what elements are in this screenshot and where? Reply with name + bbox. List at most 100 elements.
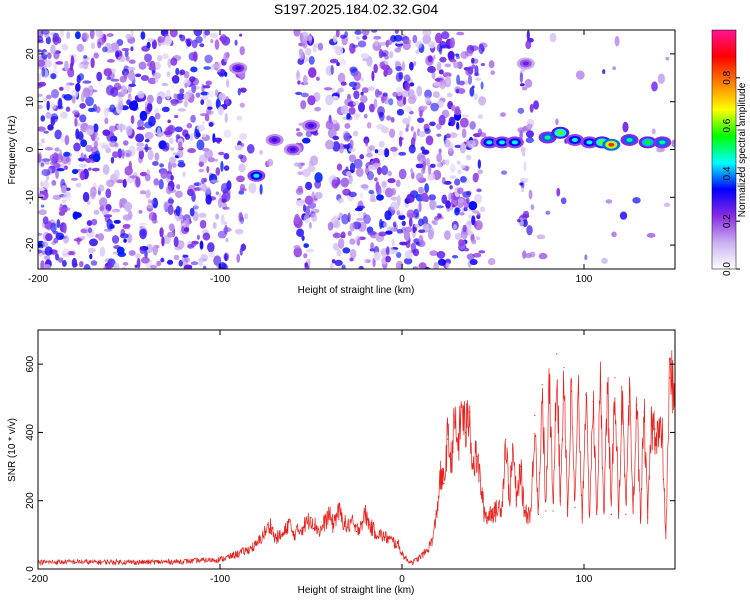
snr-point (443, 483, 445, 485)
snr-point (397, 544, 399, 546)
spectral-feature (493, 136, 512, 149)
spectral-feature (516, 57, 535, 70)
y-tick-label: -20 (25, 237, 36, 252)
snr-point (183, 560, 185, 563)
spectrogram-y-ticks: -20 -10 0 10 20 (25, 48, 675, 252)
snr-point (548, 380, 551, 382)
snr-point (483, 510, 485, 512)
snr-point (355, 530, 358, 533)
snr-point (270, 524, 272, 526)
snr-point (454, 421, 456, 423)
snr-point (468, 411, 470, 413)
snr-point (486, 517, 489, 519)
snr-point (541, 384, 543, 386)
snr-point (283, 534, 285, 536)
snr-point (457, 445, 460, 447)
snr-plot-area (38, 330, 675, 569)
snr-x-label: Height of straight line (km) (298, 585, 415, 596)
snr-point (665, 537, 667, 539)
y-tick-label: 0 (25, 566, 36, 572)
snr-point (419, 556, 421, 558)
snr-point (274, 537, 276, 539)
snr-point (534, 414, 536, 416)
snr-point (636, 404, 638, 406)
y-tick-label: 10 (25, 96, 36, 108)
spectrogram-x-label: Height of straight line (km) (298, 285, 415, 296)
snr-point (523, 506, 525, 509)
spectral-feature (505, 136, 524, 149)
snr-point (328, 513, 330, 515)
spectral-feature (653, 136, 672, 149)
snr-point (255, 544, 257, 546)
snr-point (374, 530, 376, 533)
snr-point (519, 465, 521, 468)
y-tick-label: 0 (25, 146, 36, 152)
snr-point (617, 510, 620, 512)
y-tick-label: 600 (25, 355, 36, 372)
snr-point (228, 556, 230, 558)
colorbar-tick-label: 0.6 (722, 118, 733, 132)
snr-point (516, 503, 518, 505)
colorbar-label: Normalized spectral amplitude (737, 82, 748, 217)
spectral-feature (565, 133, 584, 146)
spectral-feature (283, 143, 302, 156)
snr-point (73, 561, 75, 563)
snr-point (661, 438, 663, 440)
snr-point (406, 559, 409, 562)
snr-point (545, 510, 547, 512)
colorbar-tick-label: 0.4 (722, 166, 733, 180)
snr-point (512, 448, 514, 451)
snr-point (614, 377, 616, 379)
spectral-feature (580, 136, 599, 149)
snr-point (567, 513, 569, 515)
spectrogram-y-label: Frequency (Hz) (7, 116, 18, 185)
snr-point (341, 517, 343, 519)
snr-point (401, 553, 403, 555)
snr-point (537, 513, 540, 515)
snr-point (610, 513, 612, 515)
snr-point (164, 561, 166, 563)
x-tick-label: 0 (399, 574, 405, 585)
snr-point (505, 438, 507, 440)
snr-x-ticks: -200 -100 0 100 (28, 330, 593, 585)
snr-point (288, 520, 290, 522)
snr-point (392, 541, 394, 543)
spectrogram-speckle (38, 30, 675, 269)
x-tick-label: 100 (576, 274, 593, 285)
snr-point (526, 513, 529, 515)
spectrogram-x-ticks: -200 -100 0 100 (28, 30, 593, 285)
y-tick-label: 400 (25, 424, 36, 441)
spectral-feature (480, 136, 499, 149)
snr-point (639, 517, 642, 519)
snr-point (599, 387, 601, 389)
snr-point (628, 401, 631, 403)
snr-point (658, 431, 660, 434)
snr-point (446, 438, 449, 440)
snr-point (450, 459, 452, 461)
snr-point (497, 506, 500, 509)
snr-point (435, 513, 438, 515)
colorbar-tick-label: 0.2 (722, 214, 733, 228)
snr-point (603, 510, 605, 512)
snr-point (607, 384, 609, 386)
colorbar-gradient (711, 29, 737, 270)
snr-point (128, 561, 130, 563)
colorbar-tick-label: 0.0 (722, 262, 733, 276)
snr-point (146, 561, 148, 563)
spectrogram-features (229, 57, 672, 182)
snr-point (530, 510, 532, 512)
snr-point (292, 534, 294, 536)
snr-point (490, 510, 492, 512)
snr-point (552, 510, 554, 512)
snr-point (219, 558, 221, 561)
snr-point (570, 390, 572, 393)
snr-data-points (37, 353, 676, 563)
snr-y-ticks: 0 200 400 600 (25, 355, 675, 572)
snr-point (439, 476, 441, 478)
spectral-feature (265, 133, 284, 146)
snr-point (432, 537, 434, 539)
snr-point (346, 527, 348, 529)
snr-point (654, 428, 656, 430)
x-tick-label: 100 (576, 574, 593, 585)
